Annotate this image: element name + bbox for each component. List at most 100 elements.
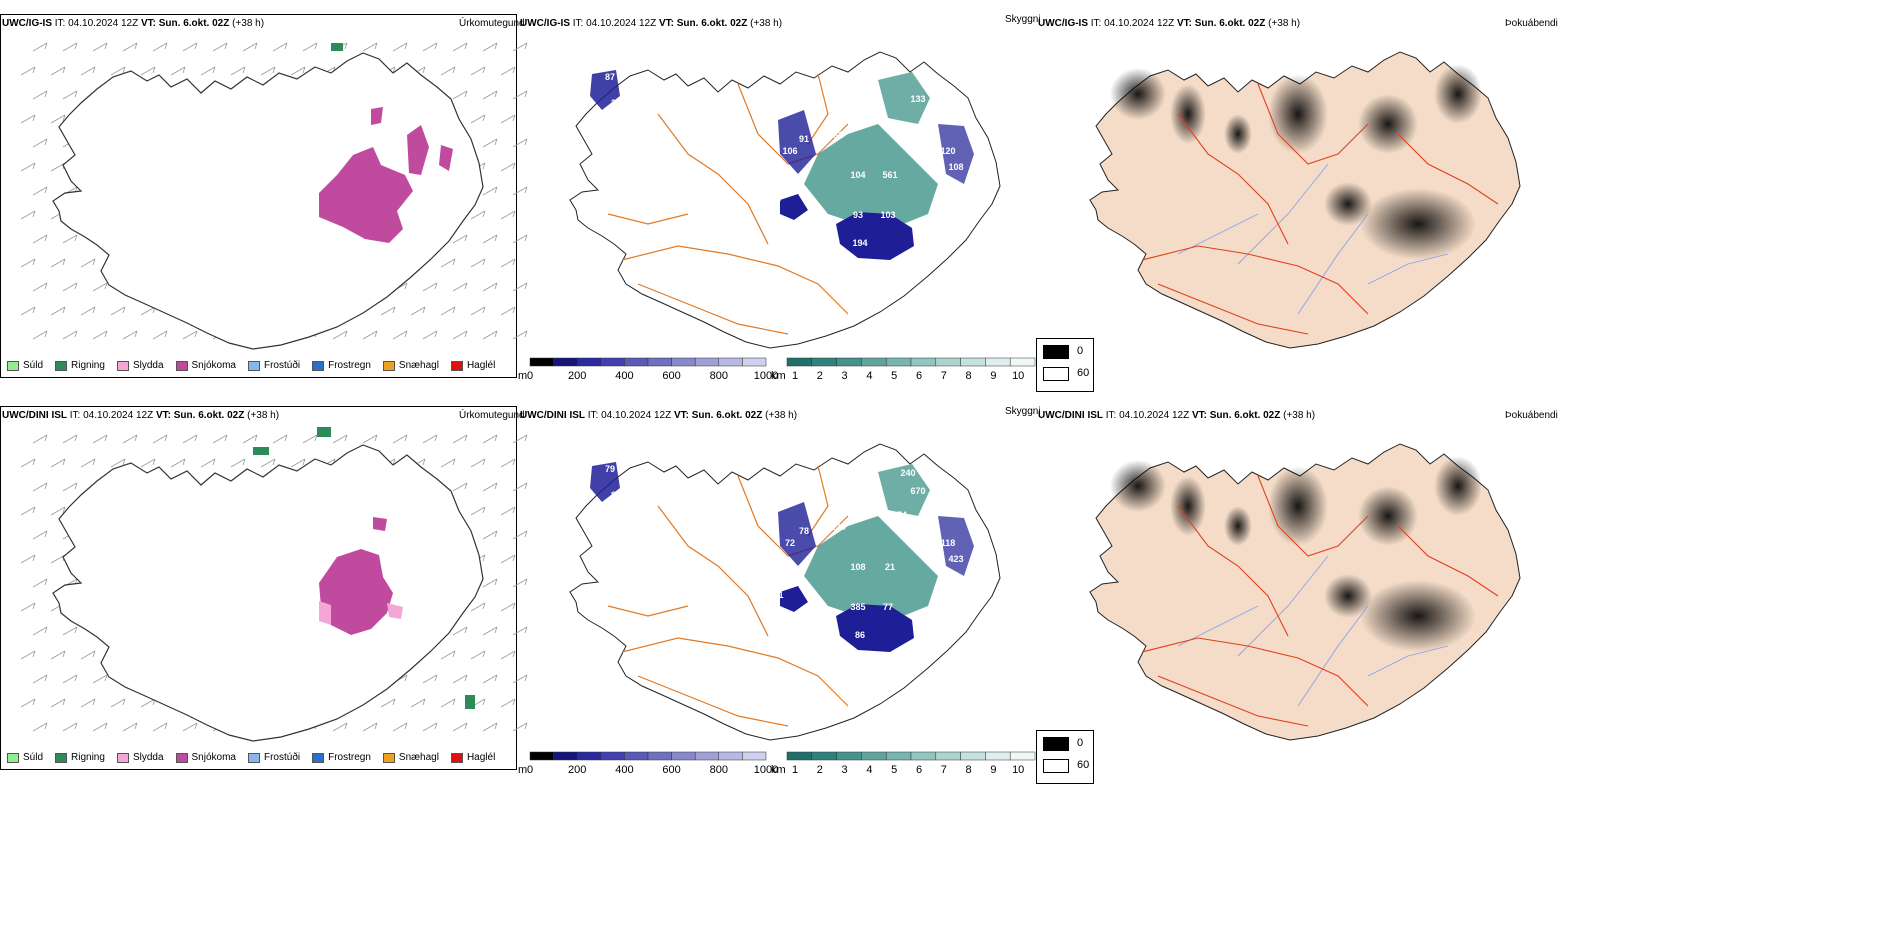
low-cloud-area	[836, 212, 914, 260]
colorbar-tick: 3	[841, 764, 848, 776]
colorbar-step	[861, 751, 887, 761]
precip-legend-item: Frostregn	[312, 360, 371, 371]
colorbar-tick: 5	[891, 764, 898, 776]
cloud-base-value: 106	[782, 146, 797, 156]
colorbar-step	[600, 751, 625, 761]
colorbar-tick: 800	[709, 370, 728, 382]
colorbar-tick: 400	[615, 764, 634, 776]
cloud-base-value: 84	[873, 268, 883, 278]
colorbar-step	[529, 357, 554, 367]
colorbar-step	[1009, 357, 1036, 367]
legend-label: Haglél	[466, 752, 496, 763]
cloud-base-labels: 79 85 78 72 124 670 106 118 423 108 21 231 111 385 77 6…	[605, 464, 964, 670]
colorbar-tick: 1000	[753, 764, 779, 776]
low-cloud-area	[938, 516, 974, 576]
cloud-base-value: 108	[948, 162, 963, 172]
cloud-base-value: 77	[883, 602, 893, 612]
legend-swatch	[7, 752, 19, 763]
panel-title-top-left: UWC/IG-IS IT: 04.10.2024 12Z VT: Sun. 6.…	[2, 18, 265, 29]
colorbar-step	[600, 357, 625, 367]
snow-area	[319, 147, 413, 243]
cloud-base-value: 74	[897, 510, 907, 520]
cloud-base-value: 27	[611, 98, 621, 108]
panel-title-top-mid: UWC/IG-IS IT: 04.10.2024 12Z VT: Sun. 6.…	[520, 18, 783, 29]
low-visibility-area	[878, 72, 930, 124]
precip-legend-item: Súld	[7, 360, 43, 371]
colorbar-tick: 600	[662, 370, 681, 382]
colorbar-tick: 0	[526, 370, 534, 382]
precip-legend-item: Frostúði	[247, 360, 301, 371]
precip-legend-item: Frostregn	[312, 752, 371, 763]
cloud-base-value: 85	[611, 490, 621, 500]
colorbar-tick: 8	[965, 370, 972, 382]
legend-swatch	[450, 360, 463, 371]
cloud-base-value: 423	[948, 554, 963, 564]
colorbar-tick: 8	[965, 764, 972, 776]
cloud-base-value: 103	[880, 210, 895, 220]
snow-area	[319, 549, 393, 635]
colorbar-tick: 7	[940, 370, 947, 382]
precip-legend-item: Snæhagl	[382, 752, 439, 763]
cloud-base-value: 79	[605, 464, 615, 474]
colorbar-tick: 10	[1012, 370, 1025, 382]
legend-label: Haglél	[466, 360, 496, 371]
precip-legend-item: Slydda	[116, 752, 164, 763]
colorbar-step	[742, 751, 767, 761]
visibility-map-bottom: 79 85 78 72 124 670 106 118 423 108 21 231 111 385 77 6…	[569, 443, 1001, 741]
colorbar-tick: 6	[915, 370, 923, 382]
colorbar-step	[718, 751, 743, 761]
cloud-base-value: 108	[850, 562, 865, 572]
cloud-base-value: 194	[852, 238, 867, 248]
precip-legend-item: Slydda	[116, 360, 164, 371]
panel-title-bottom-mid: UWC/DINI ISL IT: 04.10.2024 12Z VT: Sun.…	[520, 410, 798, 421]
legend-label: Snjókoma	[191, 360, 236, 371]
road-network	[1141, 475, 1499, 727]
colorbar-tick: 6	[915, 764, 923, 776]
cloud-base-value: 358	[920, 126, 935, 136]
colorbar-step	[718, 357, 743, 367]
colorbar-step	[811, 751, 837, 761]
legend-swatch	[55, 360, 68, 371]
cloud-base-value: 91	[799, 134, 809, 144]
rain-area	[317, 427, 331, 437]
colorbar-step	[671, 357, 696, 367]
precip-type-panel-bottom: Súld Rigning Slydda Snjókoma Frostúði Frostre…	[0, 406, 528, 770]
colorbar-step	[985, 751, 1011, 761]
colorbar-step	[861, 357, 887, 367]
colorbar-step	[885, 751, 912, 761]
legend-swatch	[247, 360, 260, 371]
legend-label: Snæhagl	[398, 752, 439, 763]
low-cloud-area	[938, 124, 974, 184]
cloud-base-value: 78	[799, 526, 809, 536]
panel-title-bottom-right: UWC/DINI ISL IT: 04.10.2024 12Z VT: Sun.…	[1038, 410, 1316, 421]
legend-swatch	[312, 360, 325, 371]
cloud-base-value: 87	[771, 198, 781, 208]
precip-legend-item: Haglél	[450, 752, 496, 763]
cloud-base-value: 86	[855, 630, 865, 640]
legend-swatch	[55, 752, 68, 763]
cloud-base-value: 111	[819, 606, 833, 616]
colorbar-step	[694, 751, 720, 761]
colorbar-tick: 600	[662, 764, 681, 776]
legend-label: Frostúði	[263, 360, 301, 371]
low-cloud-area	[590, 70, 620, 110]
precip-type-label-bottom: Úrkomutegund	[459, 410, 525, 421]
fog-indicator-field	[1110, 64, 1482, 260]
low-cloud-area	[778, 502, 816, 566]
colorbar-tick: 3	[841, 370, 848, 382]
iceland-coastline	[52, 444, 484, 742]
snow-area	[439, 145, 453, 171]
low-visibility-area	[804, 124, 938, 226]
colorbar-step	[624, 751, 649, 761]
cloud-base-value: 81	[833, 130, 843, 140]
colorbar-tick: 800	[709, 764, 728, 776]
precip-legend-bottom: Súld Rigning Slydda Snjókoma Frostúði Frostre…	[7, 752, 495, 763]
colorbar-tick: 9	[990, 370, 997, 382]
colorbar-tick: 0	[526, 764, 534, 776]
fog-label-bottom: Þokuábendi	[1505, 410, 1558, 421]
cloud-base-colorbar-top: m 0 200 400 600 800 1000	[518, 357, 778, 382]
low-cloud-area	[780, 586, 808, 612]
fog-legend-top: 0 60	[1036, 338, 1094, 392]
snow-area	[371, 107, 383, 125]
cloud-base-value: 72	[785, 538, 795, 548]
